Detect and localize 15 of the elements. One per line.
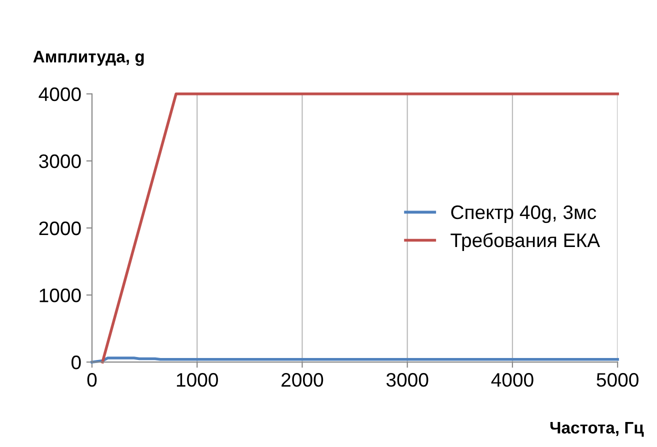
x-tick-label: 3000 xyxy=(386,373,428,387)
x-tick-label: 4000 xyxy=(491,373,534,387)
y-tick-label: 0 xyxy=(72,356,81,370)
y-axis-title: Амплитуда, g xyxy=(33,50,144,66)
x-tick-label: 5000 xyxy=(596,373,638,387)
legend-label: Спектр 40g, 3мс xyxy=(451,205,596,224)
x-axis-title: Частота, Гц xyxy=(550,422,644,437)
y-tick-label: 2000 xyxy=(39,221,81,236)
y-tick-label: 1000 xyxy=(40,288,81,302)
x-tick-label: 1000 xyxy=(176,373,218,387)
y-tick-label: 3000 xyxy=(39,154,81,168)
x-tick-label: 2000 xyxy=(282,373,324,387)
y-tick-label: 4000 xyxy=(38,87,81,102)
x-tick-label: 0 xyxy=(87,373,97,387)
legend-label: Требования ЕКА xyxy=(450,232,600,252)
